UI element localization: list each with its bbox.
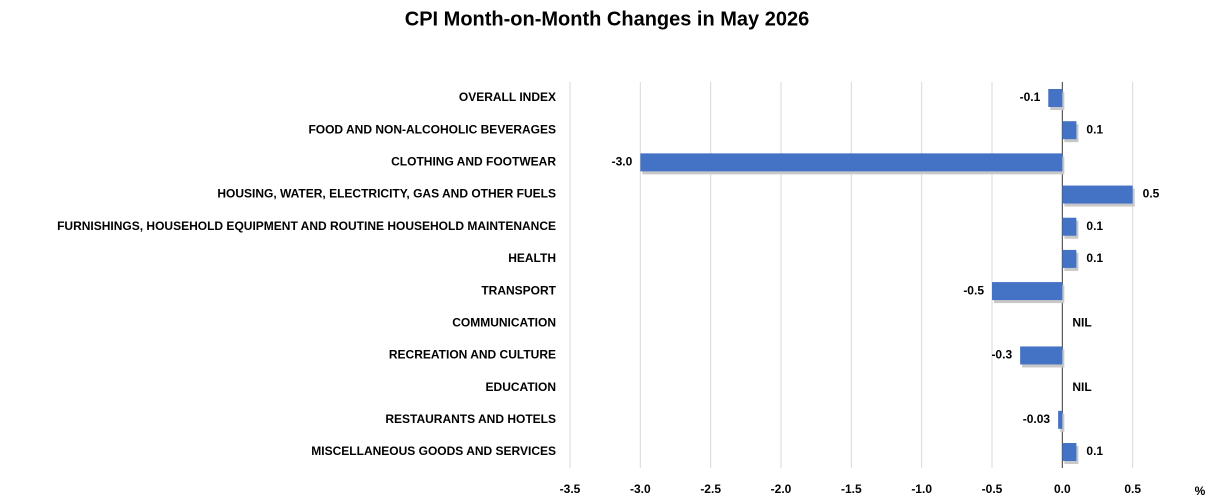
data-label: 0.1 [1086, 219, 1103, 233]
x-tick-label: -1.0 [911, 482, 932, 496]
bar [1062, 217, 1077, 236]
bar [992, 282, 1063, 301]
y-tick-label: OVERALL INDEX [459, 90, 556, 104]
x-tick-label: 0.0 [1054, 482, 1071, 496]
x-tick-label: -3.5 [560, 482, 581, 496]
y-tick-label: TRANSPORT [481, 283, 556, 297]
bar [1062, 185, 1133, 204]
y-tick-label: HOUSING, WATER, ELECTRICITY, GAS AND OTH… [217, 187, 556, 201]
bar [1020, 346, 1063, 365]
data-label: NIL [1072, 380, 1091, 394]
chart-title: CPI Month-on-Month Changes in May 2026 [405, 8, 809, 30]
data-label: 0.1 [1086, 444, 1103, 458]
y-tick-label: MISCELLANEOUS GOODS AND SERVICES [311, 444, 556, 458]
y-tick-label: RESTAURANTS AND HOTELS [385, 412, 556, 426]
x-tick-label: -3.0 [630, 482, 651, 496]
y-tick-label: HEALTH [508, 251, 556, 265]
x-tick-label: 0.5 [1124, 482, 1141, 496]
y-tick-label: FURNISHINGS, HOUSEHOLD EQUIPMENT AND ROU… [57, 219, 556, 233]
x-tick-label: -2.5 [700, 482, 721, 496]
data-label: 0.1 [1086, 122, 1103, 136]
x-tick-label: -0.5 [982, 482, 1003, 496]
x-tick-label: -1.5 [841, 482, 862, 496]
x-axis-label: % [1195, 484, 1206, 497]
bar [640, 153, 1063, 172]
y-tick-label: RECREATION AND CULTURE [389, 348, 556, 362]
y-tick-label: EDUCATION [486, 380, 556, 394]
data-label: -0.1 [1020, 90, 1041, 104]
y-tick-label: FOOD AND NON-ALCOHOLIC BEVERAGES [308, 122, 556, 136]
data-label: NIL [1072, 315, 1091, 329]
bar [1048, 89, 1063, 107]
bar [1062, 443, 1077, 461]
bar [1058, 410, 1063, 429]
bar [1062, 121, 1077, 140]
bar [1062, 249, 1077, 268]
data-label: -0.3 [991, 348, 1012, 362]
data-label: -3.0 [612, 155, 633, 169]
data-label: 0.5 [1143, 187, 1160, 201]
data-label: -0.5 [963, 283, 984, 297]
data-label: -0.03 [1023, 412, 1051, 426]
y-tick-label: COMMUNICATION [452, 315, 556, 329]
data-label: 0.1 [1086, 251, 1103, 265]
y-tick-label: CLOTHING AND FOOTWEAR [391, 155, 556, 169]
x-tick-label: -2.0 [771, 482, 792, 496]
